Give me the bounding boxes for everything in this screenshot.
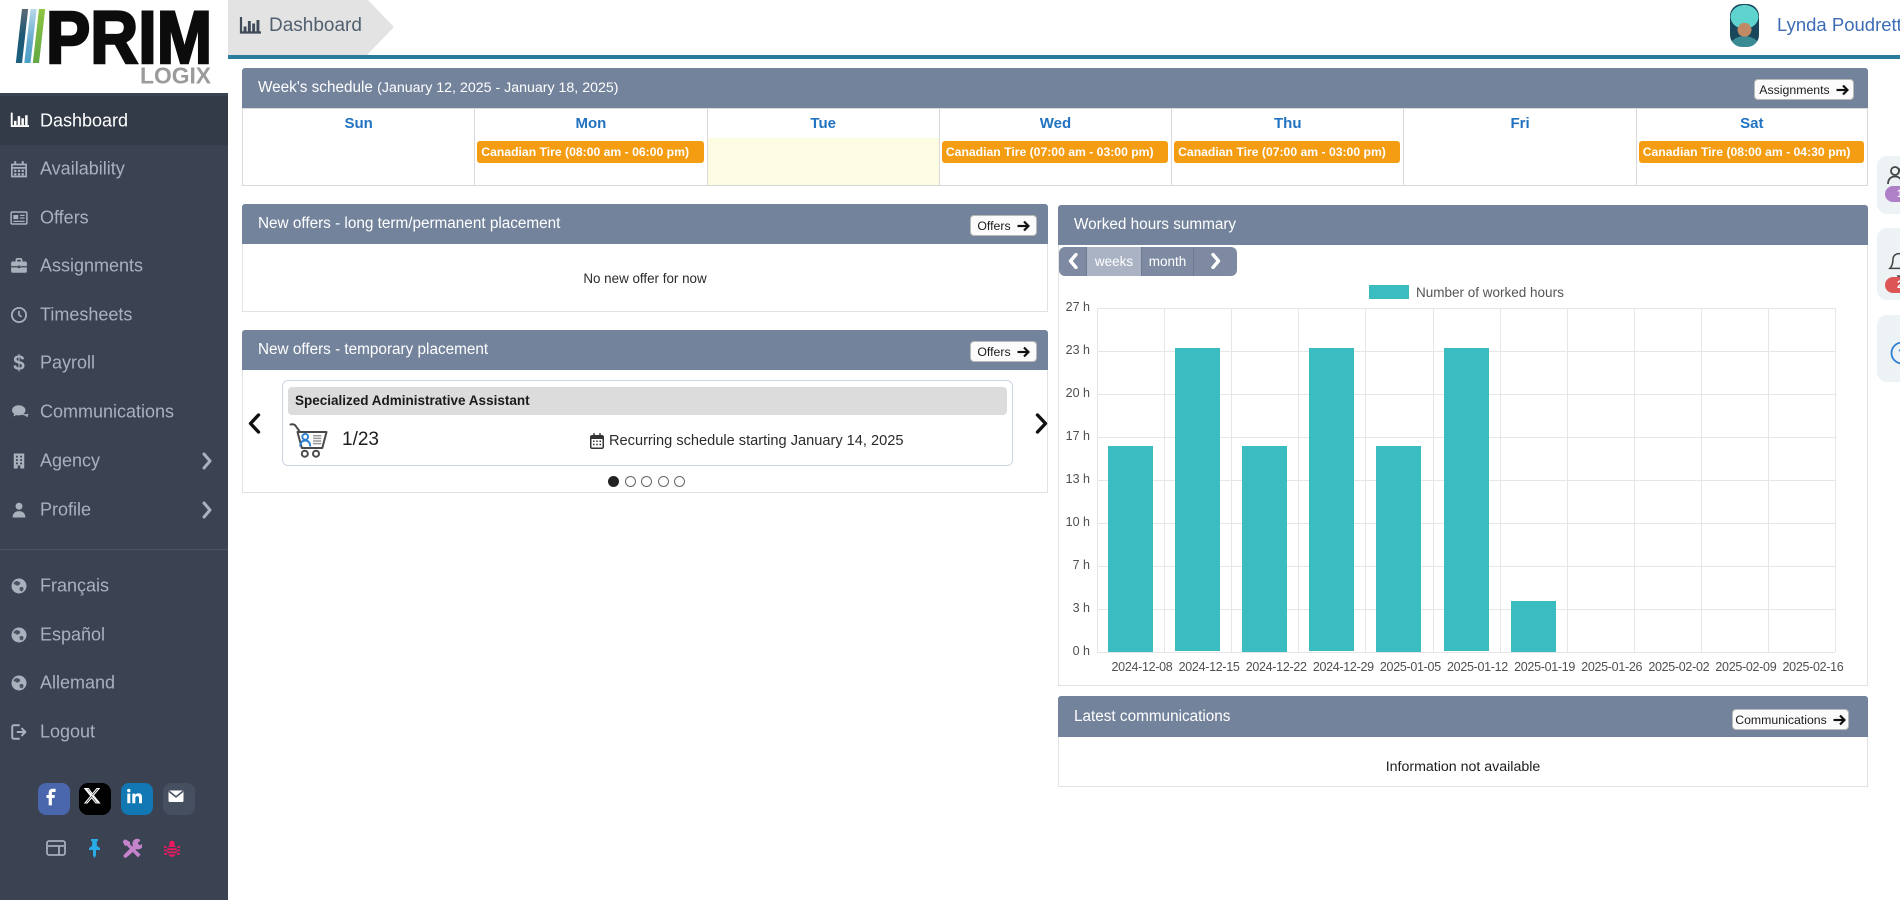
- svg-text:LOGIX: LOGIX: [140, 63, 212, 89]
- svg-text:?: ?: [1898, 345, 1900, 361]
- svg-text:PRIM: PRIM: [46, 0, 212, 79]
